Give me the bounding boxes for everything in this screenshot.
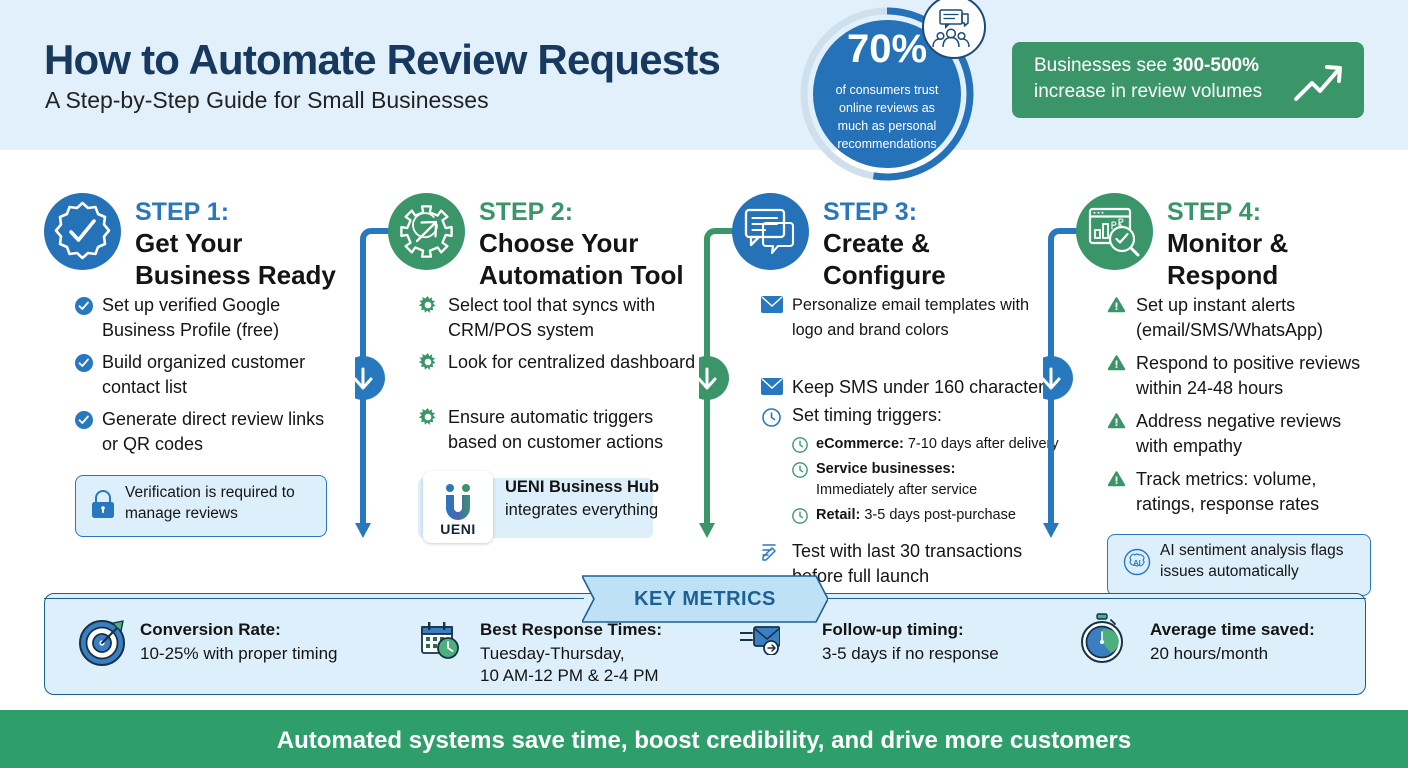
- svg-text:AI: AI: [1133, 558, 1141, 567]
